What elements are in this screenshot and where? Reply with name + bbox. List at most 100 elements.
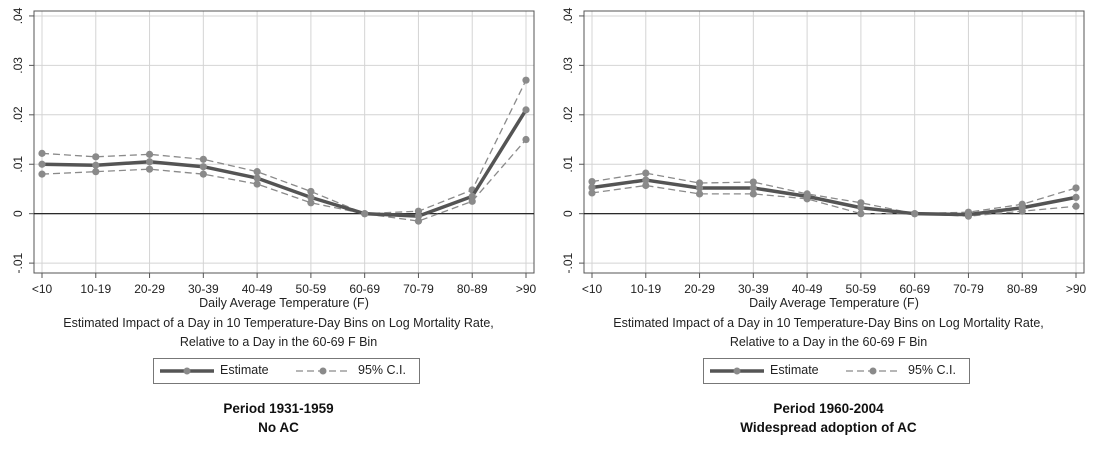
plot-frame [583,10,1085,274]
legend-label-ci: 95% C.I. [908,363,956,377]
data-point-ci [695,190,704,198]
x-tick-label: 70-79 [953,282,984,296]
data-point-ci [642,169,650,177]
x-tick-label: 30-39 [738,282,769,296]
data-point-estimate [588,183,596,192]
data-point-ci [38,149,46,157]
data-point-estimate [1072,193,1080,201]
data-point-estimate [361,210,369,218]
data-point-ci [749,178,757,186]
caption-line-1: Estimated Impact of a Day in 10 Temperat… [613,316,1044,330]
data-point-estimate [307,193,315,201]
data-point-estimate [749,184,757,192]
data-point-estimate [38,160,46,168]
y-tick-label: .01 [11,156,25,173]
x-tick-label: 10-19 [80,282,111,296]
x-tick-label: 20-29 [134,282,165,296]
panel-title-line-2: Widespread adoption of AC [740,420,917,435]
chart-caption: Estimated Impact of a Day in 10 Temperat… [550,314,1107,352]
chart-panel-right: .04 .03 .02 .01 0 -.01 <10 10-19 20-29 30-39 40-49… [550,0,1107,452]
data-point-ci [695,179,704,187]
y-tick-label: .02 [11,106,25,123]
y-tick-label: .03 [11,57,25,74]
data-point-estimate [964,211,973,219]
chart-caption: Estimated Impact of a Day in 10 Temperat… [0,314,557,352]
data-point-ci [642,181,650,190]
data-point-estimate [911,210,919,218]
plot-frame [33,10,535,274]
data-point-ci [199,155,207,163]
legend-ci-swatch [296,367,350,375]
data-point-estimate [253,174,261,182]
legend-item-ci: 95% C.I. [292,359,417,383]
data-point-ci [307,187,315,196]
data-point-estimate [803,192,811,200]
x-tick-label: <10 [32,282,53,296]
series-line-ci [591,184,1077,217]
y-tick-label: -.01 [11,252,25,273]
legend-label-estimate: Estimate [220,363,269,377]
data-point-ci [92,153,100,161]
data-point-estimate [695,184,704,192]
legend-estimate-swatch [710,367,764,375]
y-tick-label: 0 [11,210,25,217]
series-line-ci [41,139,527,222]
data-point-estimate [857,204,865,212]
data-point-estimate [642,176,650,184]
x-tick-label: 80-89 [1007,282,1038,296]
data-point-estimate [145,158,154,166]
data-point-ci [307,199,315,207]
line-chart-left: .04 .03 .02 .01 0 -.01 <10 10-19 20-29 30-39 40-49… [11,7,537,310]
y-tick-label: .02 [561,106,575,123]
data-point-ci [199,170,207,178]
x-tick-label: 40-49 [242,282,273,296]
series-line-estimate [591,178,1077,217]
x-tick-label: 50-59 [296,282,327,296]
series-line-ci [591,172,1077,215]
series-line-estimate [41,108,528,218]
chart-panel-left: .04 .03 .02 .01 0 -.01 <10 10-19 20-29 30-39 40-49… [0,7,557,437]
x-tick-label: 10-19 [630,282,661,296]
data-point-ci [414,207,423,215]
legend-item-estimate: Estimate [704,359,834,383]
x-tick-label: 80-89 [457,282,488,296]
x-axis-title: Daily Average Temperature (F) [749,296,919,310]
data-point-estimate [199,163,207,171]
x-tick-label: >90 [516,282,537,296]
data-point-ci [588,177,596,186]
x-tick-label: 50-59 [846,282,877,296]
legend-label-ci: 95% C.I. [358,363,406,377]
caption-line-2: Relative to a Day in the 60-69 F Bin [729,335,928,349]
data-point-ci [145,150,154,158]
data-point-ci [38,170,46,178]
caption-line-2: Relative to a Day in the 60-69 F Bin [179,335,378,349]
y-tick-label: -.01 [561,252,575,273]
caption-line-1: Estimated Impact of a Day in 10 Temperat… [63,316,494,330]
x-tick-label: 70-79 [403,282,434,296]
panel-title: Period 1960-2004 Widespread adoption of … [550,399,1107,437]
data-point-ci [414,217,423,225]
data-point-ci [522,135,530,144]
legend-label-estimate: Estimate [770,363,819,377]
data-point-ci [253,180,261,188]
x-tick-label: 30-39 [188,282,219,296]
y-tick-label: .04 [561,7,575,24]
data-point-ci [522,76,530,84]
data-point-ci [857,199,865,207]
panel-title-line-1: Period 1960-2004 [773,401,884,416]
legend-item-ci: 95% C.I. [842,359,967,383]
x-tick-label: 60-69 [349,282,380,296]
data-point-ci [1072,184,1080,192]
chart-legend: Estimate 95% C.I. [153,358,420,384]
line-chart-right: .04 .03 .02 .01 0 -.01 <10 10-19 20-29 30-39 40-49… [561,7,1087,310]
legend-item-estimate: Estimate [154,359,284,383]
panel-title: Period 1931-1959 No AC [0,399,557,437]
data-point-ci [857,210,865,218]
data-point-ci [749,190,757,198]
y-tick-label: .03 [561,57,575,74]
x-tick-label: 60-69 [899,282,930,296]
x-axis-title: Daily Average Temperature (F) [199,296,369,310]
y-tick-label: .01 [561,156,575,173]
data-point-estimate [1018,204,1026,212]
data-point-estimate [414,212,423,220]
